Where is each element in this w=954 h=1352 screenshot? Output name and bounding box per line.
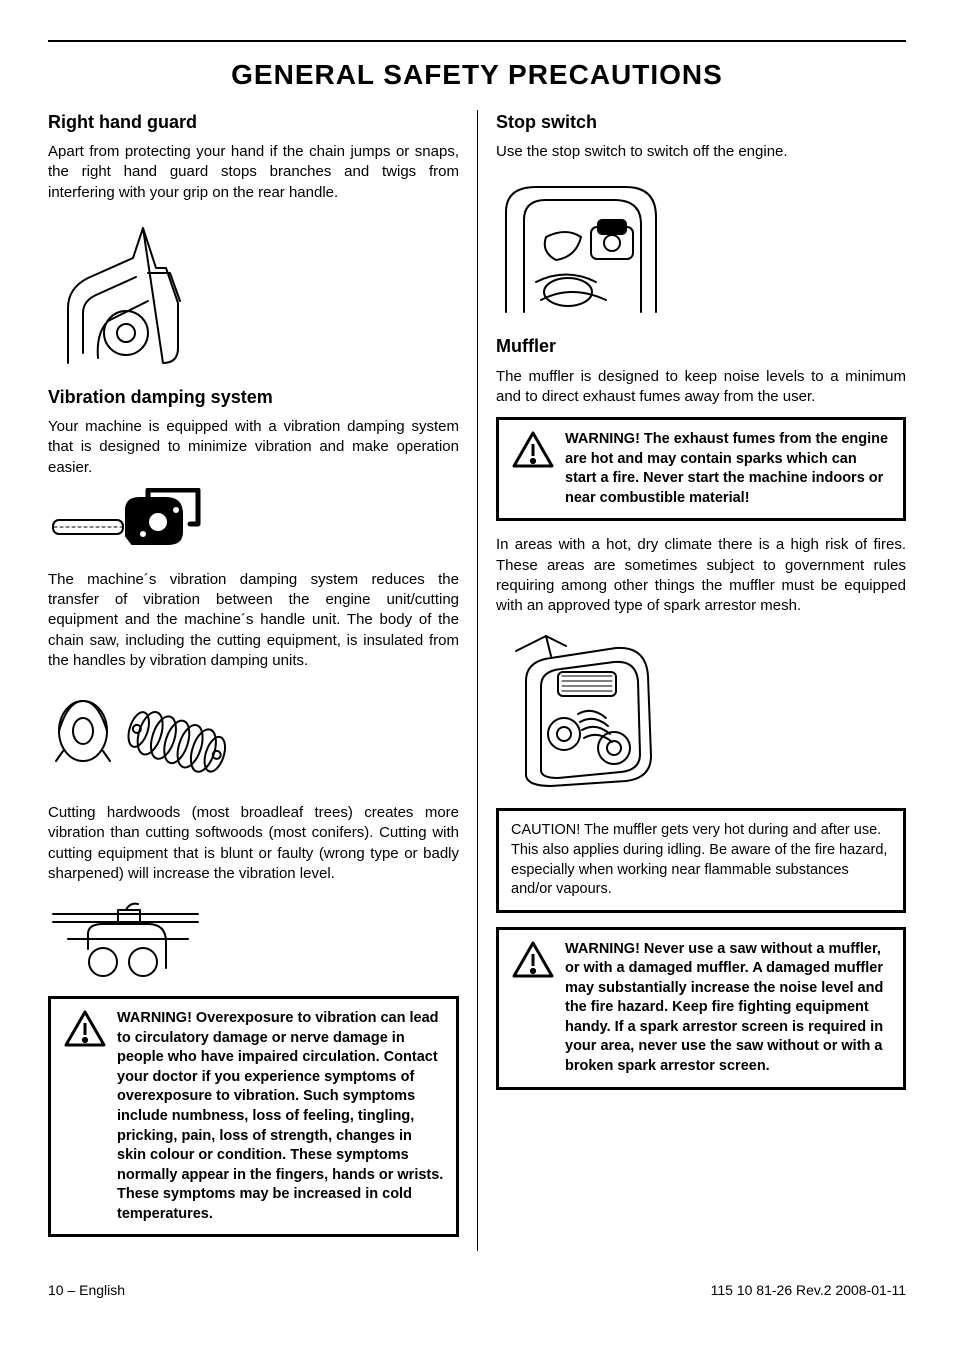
paragraph: Use the stop switch to switch off the en…	[496, 142, 906, 162]
illustration-hand-guard	[48, 213, 459, 373]
right-column: Stop switch Use the stop switch to switc…	[477, 110, 906, 1252]
illustration-muffler	[496, 626, 906, 796]
warning-icon	[511, 430, 555, 476]
warning-box-vibration: WARNING! Overexposure to vibration can l…	[48, 996, 459, 1237]
warning-icon	[511, 940, 555, 986]
two-column-layout: Right hand guard Apart from protecting y…	[48, 110, 906, 1252]
heading-vibration-damping: Vibration damping system	[48, 385, 459, 409]
paragraph: Apart from protecting your hand if the c…	[48, 142, 459, 203]
paragraph: The muffler is designed to keep noise le…	[496, 367, 906, 408]
page-title: GENERAL SAFETY PRECAUTIONS	[48, 56, 906, 94]
paragraph: The machine´s vibration damping system r…	[48, 570, 459, 671]
footer-left: 10 – English	[48, 1281, 125, 1300]
heading-muffler: Muffler	[496, 334, 906, 358]
illustration-stop-switch	[496, 172, 906, 322]
warning-text: WARNING! Overexposure to vibration can l…	[117, 1009, 444, 1224]
illustration-chainsaw-damping	[48, 488, 459, 558]
warning-text: WARNING! Never use a saw without a muffl…	[565, 940, 891, 1077]
caution-text: CAUTION! The muffler gets very hot durin…	[511, 821, 891, 899]
top-rule	[48, 40, 906, 42]
page-footer: 10 – English 115 10 81-26 Rev.2 2008-01-…	[48, 1281, 906, 1300]
footer-right: 115 10 81-26 Rev.2 2008-01-11	[711, 1281, 906, 1300]
warning-box-muffler-damaged: WARNING! Never use a saw without a muffl…	[496, 927, 906, 1090]
paragraph: In areas with a hot, dry climate there i…	[496, 535, 906, 616]
left-column: Right hand guard Apart from protecting y…	[48, 110, 477, 1252]
warning-icon	[63, 1009, 107, 1055]
illustration-chain-closeup	[48, 894, 459, 984]
paragraph: Cutting hardwoods (most broadleaf trees)…	[48, 803, 459, 884]
warning-box-exhaust: WARNING! The exhaust fumes from the engi…	[496, 417, 906, 521]
paragraph: Your machine is equipped with a vibratio…	[48, 417, 459, 478]
heading-stop-switch: Stop switch	[496, 110, 906, 134]
illustration-spring-dampers	[48, 681, 459, 791]
caution-box-muffler-hot: CAUTION! The muffler gets very hot durin…	[496, 808, 906, 912]
heading-right-hand-guard: Right hand guard	[48, 110, 459, 134]
warning-text: WARNING! The exhaust fumes from the engi…	[565, 430, 891, 508]
